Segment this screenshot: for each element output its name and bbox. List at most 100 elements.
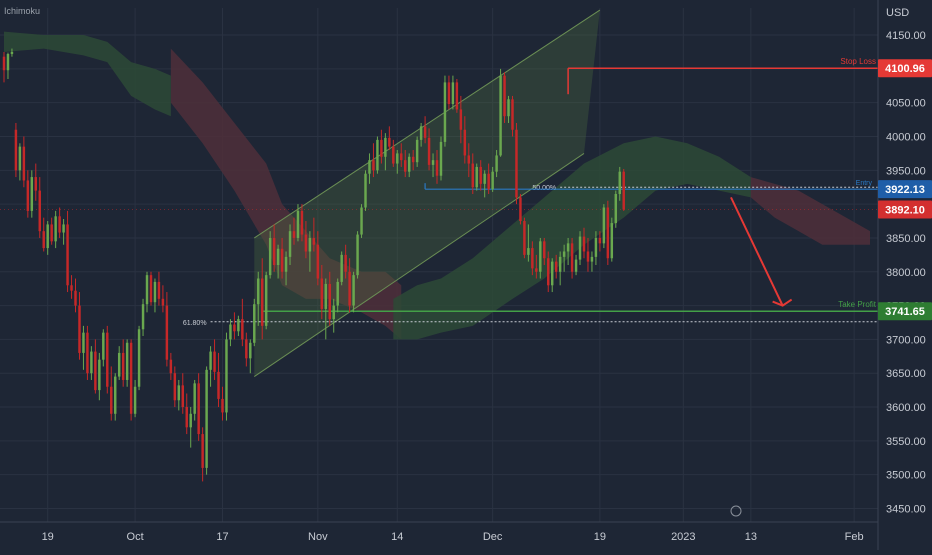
candle-body: [149, 275, 153, 303]
y-tick-label: 3550.00: [886, 436, 926, 448]
y-tick-label: 4050.00: [886, 98, 926, 110]
candle-body: [70, 285, 73, 291]
y-tick-label: 3850.00: [886, 233, 926, 245]
last-price-value: 3892.10: [885, 204, 925, 216]
candle-body: [74, 290, 77, 306]
candle-body: [582, 236, 586, 252]
candle-body: [344, 254, 347, 272]
take-price-value: 3741.65: [885, 306, 925, 318]
y-tick-label: 3600.00: [886, 402, 926, 414]
price-labels: 4100.96 3922.13 3892.10 3741.65: [878, 59, 932, 321]
candle-body: [82, 332, 85, 353]
candle-body: [543, 241, 546, 259]
take-profit-label: Take Profit: [838, 300, 877, 309]
candle-body: [590, 256, 594, 262]
candle-body: [233, 324, 236, 332]
candle-body: [205, 369, 208, 468]
candle-body: [602, 207, 606, 244]
y-tick-label: 4000.00: [886, 132, 926, 144]
candle-body: [324, 283, 328, 309]
candle-body: [213, 351, 216, 372]
last-price-tag: [878, 200, 932, 219]
candle-body: [257, 278, 260, 305]
candle-body: [380, 139, 383, 157]
candle-body: [463, 129, 467, 156]
x-tick-label: 14: [391, 531, 403, 543]
cloud-bull: [4, 31, 171, 117]
channel-upper-line: [253, 9, 601, 239]
candle-body: [42, 231, 45, 249]
candle-body: [487, 173, 490, 190]
y-tick-label: 4150.00: [886, 30, 926, 42]
indicator-label: Ichimoku: [4, 6, 40, 16]
candle-body: [245, 339, 248, 359]
candle-body: [268, 237, 272, 276]
projection-arrow-head: [772, 298, 793, 307]
x-tick-label: Dec: [483, 531, 503, 543]
candle-body: [328, 283, 331, 320]
candle-body: [364, 173, 367, 208]
candle-body: [50, 224, 53, 242]
candle-body: [499, 75, 502, 156]
candles: [2, 48, 625, 482]
price-axis-panel: [878, 0, 932, 550]
candle-body: [30, 177, 34, 211]
channel-lower-line: [253, 152, 585, 378]
candle-body: [86, 332, 89, 374]
candle-body: [193, 383, 196, 414]
entry-price-value: 3922.13: [885, 184, 925, 196]
candle-body: [570, 243, 574, 272]
x-tick-label: Nov: [308, 531, 328, 543]
candle-body: [117, 352, 121, 377]
candle-body: [372, 160, 375, 171]
candle-body: [249, 342, 252, 359]
candle-body: [114, 376, 117, 414]
candle-body: [10, 51, 14, 54]
candle-body: [578, 236, 582, 260]
candle-body: [189, 413, 192, 428]
candle-body: [447, 82, 451, 105]
candle-body: [415, 139, 419, 163]
candle-body: [431, 160, 435, 165]
candle-body: [566, 243, 570, 252]
candle-body: [62, 224, 65, 233]
projection-arrow[interactable]: [730, 196, 793, 307]
candle-body: [141, 304, 145, 330]
candle-body: [479, 166, 482, 184]
y-tick-label: 3650.00: [886, 368, 926, 380]
candle-body: [439, 141, 443, 176]
fib-61-label: 61.80%: [183, 320, 207, 327]
candle-body: [110, 386, 113, 414]
candle-body: [574, 259, 578, 272]
x-tick-label: 13: [745, 531, 757, 543]
candle-body: [94, 351, 97, 391]
candle-body: [229, 324, 232, 340]
candle-body: [34, 177, 38, 191]
candle-body: [503, 75, 506, 117]
candle-body: [66, 224, 69, 286]
candle-body: [308, 237, 312, 252]
candle-body: [157, 281, 161, 299]
candle-body: [348, 271, 351, 306]
candle-body: [22, 146, 26, 181]
candle-body: [554, 261, 558, 272]
candle-body: [284, 256, 288, 272]
candle-body: [177, 385, 181, 401]
candle-body: [507, 99, 510, 117]
candle-body: [280, 248, 284, 272]
candle-body: [435, 160, 439, 176]
candle-body: [336, 281, 339, 306]
candle-body: [467, 155, 471, 164]
candle-body: [562, 251, 566, 257]
candle-body: [125, 342, 129, 380]
x-tick-label: 19: [594, 531, 606, 543]
candle-body: [404, 160, 407, 172]
candle-body: [102, 332, 105, 360]
cloud-bear: [750, 177, 871, 245]
candle-body: [153, 281, 157, 303]
candle-body: [288, 231, 292, 257]
x-tick-label: Oct: [127, 531, 144, 543]
